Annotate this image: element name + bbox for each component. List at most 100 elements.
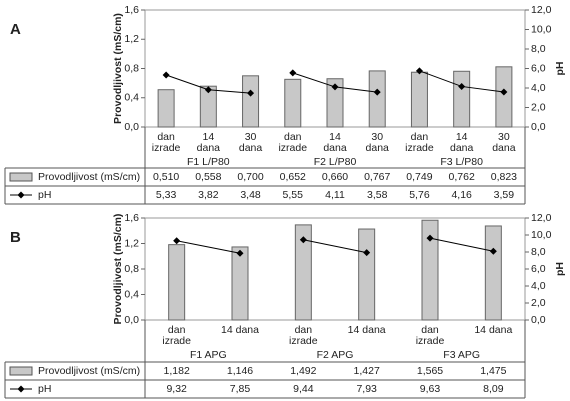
y2-axis-title: pH <box>554 262 566 276</box>
line-marker <box>489 247 497 255</box>
table-cell: 3,48 <box>240 189 261 201</box>
table-cell: 9,44 <box>293 383 314 395</box>
x-tick-label: 14 dana <box>221 324 259 336</box>
table-cell: 5,55 <box>283 189 304 201</box>
line <box>176 240 241 254</box>
x-tick-label: dana <box>323 142 347 154</box>
bar <box>284 78 302 128</box>
bar <box>242 75 260 128</box>
group-label: F3 L/P80 <box>440 156 483 168</box>
table-cell: 9,32 <box>166 383 187 395</box>
bar <box>484 225 502 321</box>
table-cell: 8,09 <box>483 383 504 395</box>
y2-tick-label: 0,0 <box>531 121 546 133</box>
x-tick-label: 14 <box>202 131 214 143</box>
line-marker <box>247 89 255 97</box>
table-cell: 7,93 <box>356 383 377 395</box>
x-tick-label: dan <box>157 131 175 143</box>
table-cell: 1,565 <box>417 365 443 377</box>
x-tick-label: izrade <box>405 142 434 154</box>
table-cell: 7,85 <box>230 383 251 395</box>
x-tick-label: dana <box>492 142 516 154</box>
line-marker <box>500 88 508 96</box>
table-cell: 1,427 <box>354 365 380 377</box>
table-cell: 0,652 <box>280 171 306 183</box>
x-tick-label: dan <box>295 324 313 336</box>
x-tick-label: 30 <box>371 131 383 143</box>
bar <box>421 219 439 321</box>
line-marker <box>299 236 307 244</box>
y2-tick-label: 8,0 <box>531 43 546 55</box>
line-marker <box>236 249 244 257</box>
legend-swatch <box>9 366 33 376</box>
table-cell: 3,58 <box>367 189 388 201</box>
group-label: F1 L/P80 <box>187 156 230 168</box>
line-marker <box>173 237 181 245</box>
table-cell: 0,700 <box>237 171 263 183</box>
plot-frame <box>144 217 526 321</box>
table-cell: 0,558 <box>195 171 221 183</box>
x-tick-label: 14 <box>329 131 341 143</box>
table-cell: 1,182 <box>164 365 190 377</box>
line-marker <box>458 82 466 90</box>
y2-tick-label: 2,0 <box>531 297 546 309</box>
x-tick-label: dan <box>168 324 186 336</box>
legend-label: Provodljivost (mS/cm) <box>38 365 140 377</box>
bar <box>231 246 249 321</box>
line-marker <box>289 69 297 77</box>
y-tick-label: 0,0 <box>124 121 139 133</box>
y2-tick-label: 8,0 <box>531 246 546 258</box>
table-cell: 3,59 <box>494 189 515 201</box>
line-marker <box>162 71 170 79</box>
x-tick-label: dana <box>239 142 263 154</box>
bar <box>294 224 312 321</box>
bar <box>326 78 344 128</box>
table-cell: 1,492 <box>290 365 316 377</box>
y2-axis-title: pH <box>554 62 566 76</box>
x-tick-label: dana <box>197 142 221 154</box>
table-cell: 5,33 <box>156 189 177 201</box>
group-label: F3 APG <box>443 349 480 361</box>
bar <box>368 70 386 128</box>
y-axis-title: Provodljivost (mS/cm) <box>112 214 124 325</box>
x-tick-label: 30 <box>245 131 257 143</box>
y-tick-label: 0,0 <box>124 314 139 326</box>
x-tick-label: izrade <box>289 335 318 347</box>
table-cell: 0,660 <box>322 171 348 183</box>
bar <box>358 228 376 321</box>
y-tick-label: 0,4 <box>124 92 139 104</box>
y-tick-label: 1,2 <box>124 33 139 45</box>
bar <box>495 66 513 128</box>
line-marker <box>426 234 434 242</box>
group-label: F1 APG <box>190 349 227 361</box>
bar <box>157 89 175 128</box>
table-cell: 0,767 <box>364 171 390 183</box>
x-tick-label: izrade <box>416 335 445 347</box>
y2-tick-label: 12,0 <box>531 4 552 16</box>
legend-marker <box>17 385 25 393</box>
x-tick-label: dan <box>411 131 429 143</box>
bar <box>453 70 471 128</box>
legend-label: Provodljivost (mS/cm) <box>38 171 140 183</box>
x-tick-label: dan <box>421 324 439 336</box>
x-tick-label: dana <box>450 142 474 154</box>
legend-label: pH <box>38 383 51 395</box>
table-cell: 4,16 <box>451 189 472 201</box>
panel-label: A <box>10 21 21 38</box>
line <box>429 237 494 252</box>
x-tick-label: 14 dana <box>474 324 512 336</box>
x-tick-label: izrade <box>162 335 191 347</box>
bar <box>199 85 217 128</box>
y2-tick-label: 10,0 <box>531 23 552 35</box>
table-cell: 3,82 <box>198 189 219 201</box>
x-tick-label: izrade <box>278 142 307 154</box>
line-marker <box>204 86 212 94</box>
y2-tick-label: 0,0 <box>531 314 546 326</box>
line-marker <box>373 88 381 96</box>
y-tick-label: 1,6 <box>124 212 139 224</box>
table-cell: 0,749 <box>406 171 432 183</box>
y2-tick-label: 4,0 <box>531 280 546 292</box>
table-cell: 0,510 <box>153 171 179 183</box>
table-cell: 5,76 <box>409 189 430 201</box>
table-cell: 1,146 <box>227 365 253 377</box>
